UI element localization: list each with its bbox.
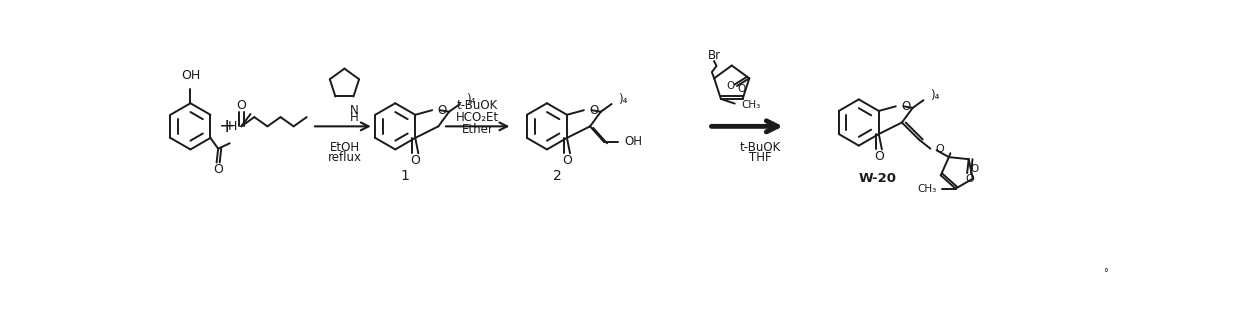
- Text: )₄: )₄: [618, 93, 627, 106]
- Text: O: O: [965, 174, 973, 184]
- Text: N: N: [350, 104, 358, 117]
- Text: CH₃: CH₃: [742, 100, 760, 110]
- Text: O: O: [971, 164, 978, 174]
- Text: t-BuOK: t-BuOK: [458, 99, 498, 112]
- Text: reflux: reflux: [327, 151, 361, 164]
- Text: 1: 1: [401, 169, 409, 183]
- Text: O: O: [874, 150, 884, 163]
- Text: O: O: [237, 99, 247, 112]
- Text: H: H: [350, 111, 358, 124]
- Text: O: O: [438, 104, 446, 117]
- Text: W-20: W-20: [859, 172, 897, 185]
- Text: O: O: [589, 104, 599, 117]
- Text: O: O: [738, 83, 745, 94]
- Text: H: H: [228, 120, 237, 133]
- Text: O: O: [935, 144, 944, 154]
- Text: EtOH: EtOH: [330, 140, 360, 154]
- Text: Br: Br: [708, 49, 720, 62]
- Text: OH: OH: [181, 70, 200, 83]
- Text: )₄: )₄: [466, 93, 475, 106]
- Text: °: °: [1102, 268, 1107, 278]
- Text: O: O: [562, 154, 572, 167]
- Text: THF: THF: [749, 152, 771, 164]
- Text: O: O: [727, 81, 735, 91]
- Text: t-BuOK: t-BuOK: [739, 140, 781, 154]
- Text: O: O: [410, 154, 420, 167]
- Text: HCO₂Et: HCO₂Et: [456, 111, 500, 123]
- Text: 2: 2: [553, 169, 562, 183]
- Text: )₄: )₄: [930, 89, 939, 102]
- Text: OH: OH: [625, 135, 642, 148]
- Text: CH₃: CH₃: [918, 184, 936, 194]
- Text: O: O: [213, 163, 223, 176]
- Text: Ether: Ether: [461, 123, 494, 136]
- Text: +: +: [219, 117, 236, 136]
- Text: O: O: [901, 100, 910, 113]
